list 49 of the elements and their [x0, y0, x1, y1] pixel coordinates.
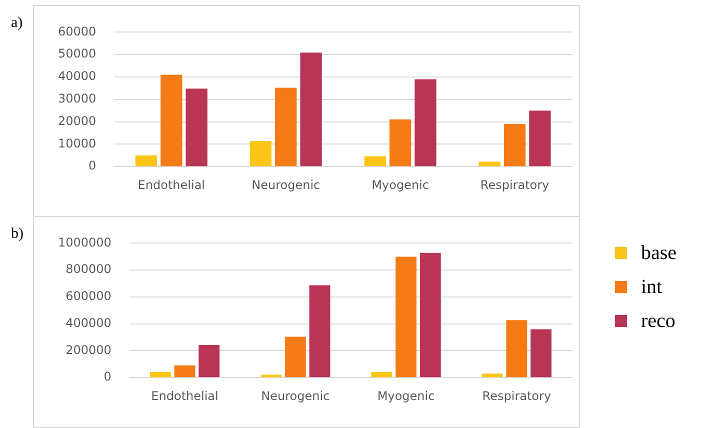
bar — [420, 252, 441, 378]
y-tick-label: 40000 — [58, 69, 96, 84]
bar — [150, 372, 171, 378]
bar — [300, 52, 322, 166]
y-tick-label: 600000 — [66, 289, 112, 304]
bar — [186, 88, 208, 166]
bar — [529, 110, 551, 166]
bar — [396, 256, 417, 378]
bar — [530, 329, 552, 378]
legend-label: base — [641, 242, 677, 264]
bar — [275, 88, 297, 166]
x-tick-label: Neurogenic — [252, 178, 320, 192]
x-tick-label: Myogenic — [377, 388, 435, 403]
y-tick-label: 30000 — [58, 92, 96, 106]
bar — [389, 119, 412, 166]
bar — [506, 320, 528, 378]
y-tick-label: 0 — [104, 370, 112, 384]
y-tick-label: 200000 — [66, 342, 112, 357]
y-tick-label: 50000 — [58, 46, 96, 61]
y-tick-label: 800000 — [66, 262, 112, 276]
x-tick-label: Endothelial — [138, 178, 206, 192]
y-tick-label: 10000 — [58, 136, 96, 150]
y-tick-label: 60000 — [58, 24, 96, 38]
y-tick-label: 20000 — [58, 114, 96, 128]
legend-label: int — [641, 276, 662, 298]
x-tick-label: Myogenic — [372, 178, 429, 192]
bar — [504, 124, 526, 166]
bar — [198, 344, 220, 378]
legend-label: reco — [641, 310, 676, 332]
bar — [174, 365, 196, 378]
bar — [284, 336, 306, 378]
y-tick-label: 1000000 — [58, 235, 112, 250]
chart-title: b) — [11, 226, 24, 243]
x-tick-label: Respiratory — [480, 178, 550, 192]
x-tick-label: Respiratory — [482, 388, 552, 403]
x-tick-label: Neurogenic — [261, 388, 330, 403]
bar — [478, 162, 500, 166]
bar — [160, 74, 182, 166]
y-tick-label: 400000 — [66, 316, 112, 330]
x-tick-label: Endothelial — [151, 388, 218, 403]
bar — [250, 141, 272, 166]
bar — [414, 79, 436, 166]
bar — [135, 155, 158, 166]
bar — [371, 372, 392, 378]
chart-title: a) — [11, 15, 23, 32]
bar — [309, 285, 330, 378]
bar — [482, 374, 503, 378]
bar — [364, 156, 386, 166]
y-tick-label: 0 — [88, 158, 96, 173]
